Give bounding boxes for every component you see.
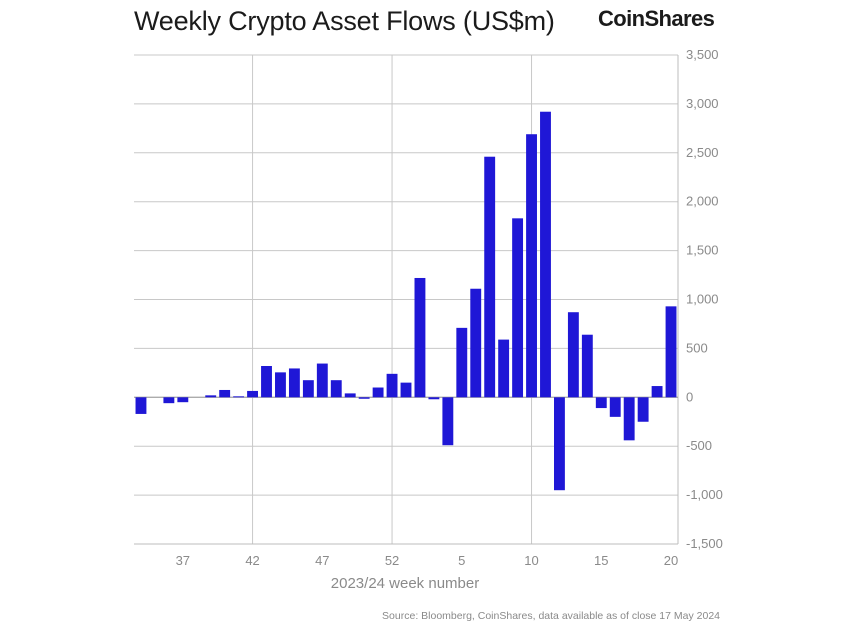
bar-week-3 bbox=[428, 397, 440, 400]
y-tick-label: 1,000 bbox=[686, 292, 719, 307]
x-tick-label: 20 bbox=[664, 553, 678, 568]
y-tick-label: 3,500 bbox=[686, 47, 719, 62]
bar-week-52 bbox=[386, 373, 398, 398]
y-tick-label: 3,000 bbox=[686, 96, 719, 111]
axes: 3,500 3,000 2,500 2,000 1,500 1,000 500 0 -500 -1… bbox=[176, 47, 723, 568]
bar-week-48 bbox=[330, 380, 342, 398]
bar-week-2 bbox=[414, 277, 426, 398]
bar-week-43 bbox=[261, 366, 272, 398]
bar-week-47 bbox=[316, 363, 328, 398]
bar-week-13 bbox=[567, 312, 579, 398]
y-tick-label: 2,000 bbox=[686, 194, 719, 209]
bar-week-14 bbox=[581, 334, 593, 398]
bar-week-7 bbox=[484, 156, 496, 398]
chart-title: Weekly Crypto Asset Flows (US$m) bbox=[134, 6, 555, 36]
y-tick-label: -1,000 bbox=[686, 487, 723, 502]
bar-week-1 bbox=[400, 382, 412, 398]
bar-week-44 bbox=[275, 372, 286, 398]
bar-week-5 bbox=[456, 327, 468, 398]
bar-week-42 bbox=[247, 390, 258, 398]
y-tick-label: -1,500 bbox=[686, 536, 723, 551]
bar-week-16 bbox=[609, 397, 621, 417]
y-tick-label: -500 bbox=[686, 438, 712, 453]
x-tick-label: 47 bbox=[315, 553, 329, 568]
bar-week-41 bbox=[233, 396, 245, 398]
bar-week-11 bbox=[540, 111, 551, 398]
y-tick-label: 0 bbox=[686, 389, 693, 404]
bar-week-50 bbox=[358, 397, 370, 399]
bar-week-18 bbox=[637, 397, 649, 422]
x-tick-label: 10 bbox=[524, 553, 538, 568]
bar-week-12 bbox=[554, 397, 565, 491]
bar-week-9 bbox=[512, 218, 524, 398]
bars bbox=[135, 111, 677, 491]
bar-week-37 bbox=[177, 397, 189, 403]
bar-week-46 bbox=[302, 380, 314, 398]
bar-week-17 bbox=[623, 397, 635, 441]
x-tick-label: 37 bbox=[176, 553, 190, 568]
bar-week-34 bbox=[135, 397, 147, 414]
bar-week-45 bbox=[288, 368, 300, 398]
x-axis-label: 2023/24 week number bbox=[331, 575, 479, 592]
bar-week-19 bbox=[651, 386, 663, 398]
y-tick-label: 500 bbox=[686, 340, 708, 355]
bar-week-6 bbox=[470, 288, 482, 398]
x-tick-label: 15 bbox=[594, 553, 608, 568]
bar-week-49 bbox=[344, 393, 356, 398]
bar-week-36 bbox=[163, 397, 175, 404]
y-tick-label: 1,500 bbox=[686, 243, 719, 258]
bar-week-20 bbox=[665, 306, 677, 398]
bar-week-15 bbox=[595, 397, 607, 409]
bar-week-4 bbox=[442, 397, 454, 446]
x-tick-label: 42 bbox=[245, 553, 259, 568]
y-tick-label: 2,500 bbox=[686, 145, 719, 160]
bar-week-8 bbox=[498, 339, 510, 398]
source-note: Source: Bloomberg, CoinShares, data avai… bbox=[382, 610, 720, 622]
bar-week-39 bbox=[205, 395, 217, 398]
grid bbox=[134, 54, 679, 545]
bar-week-40 bbox=[219, 389, 231, 398]
brand-logo: CoinShares bbox=[598, 6, 715, 31]
x-tick-label: 5 bbox=[458, 553, 465, 568]
bar-week-10 bbox=[526, 134, 537, 398]
x-tick-label: 52 bbox=[385, 553, 399, 568]
bar-week-51 bbox=[372, 387, 384, 398]
